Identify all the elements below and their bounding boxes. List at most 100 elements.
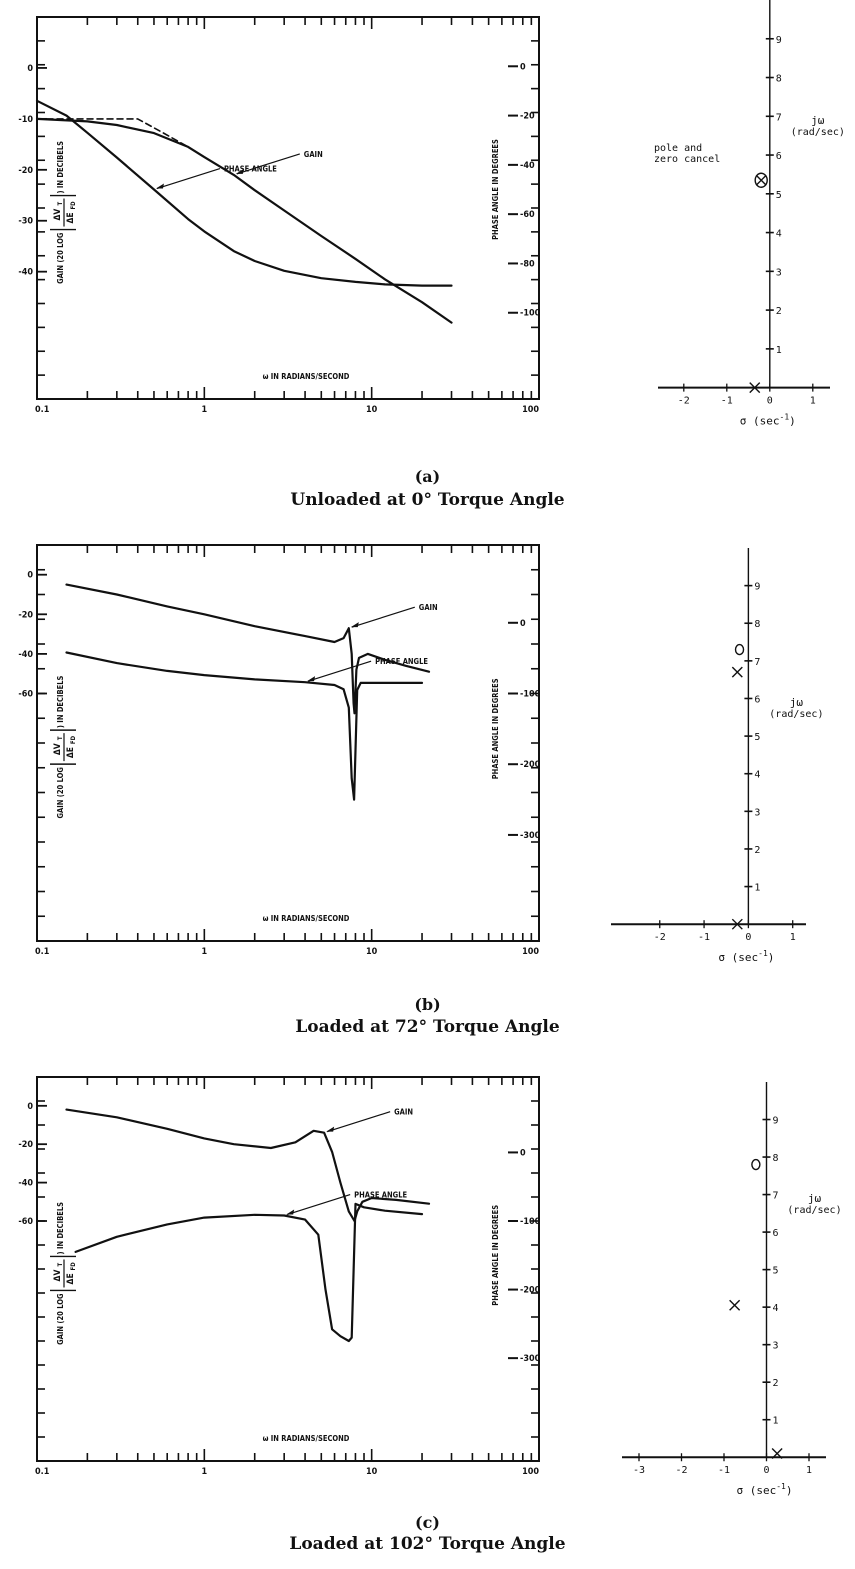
jw-tick-label: 4 bbox=[773, 1303, 779, 1314]
sigma-label-superscript: -1 bbox=[780, 413, 790, 422]
annotation-label: GAIN bbox=[304, 150, 323, 159]
x-axis-label: ω IN RADIANS/SECOND bbox=[263, 372, 350, 381]
gain-label-prefix: GAIN (20 LOG bbox=[56, 232, 65, 284]
jw-tick-label: 3 bbox=[754, 807, 760, 818]
x-tick-label: 0.1 bbox=[35, 405, 50, 415]
gain-label-denominator-sub: FD bbox=[70, 735, 77, 744]
gain-axis-label: GAIN (20 LOG ΔV T ΔE FD) IN DECIBELS bbox=[50, 675, 77, 819]
pole-marker bbox=[731, 666, 743, 678]
pole-marker bbox=[731, 918, 743, 930]
bode-plot-b: 0.1 1 10 100 0 -20 -40 -60 0 -100 -200 -300 PHASE AN… bbox=[18, 544, 541, 957]
jw-tick-label: 5 bbox=[754, 732, 760, 743]
gain-axis-label: GAIN (20 LOG ΔV T ΔE FD) IN DECIBELS bbox=[50, 1202, 77, 1345]
sigma-tick-label: 0 bbox=[763, 1465, 769, 1476]
jw-tick-label: 3 bbox=[773, 1341, 779, 1352]
annotation-leader bbox=[236, 153, 300, 175]
x-tick-label: 1 bbox=[202, 1467, 208, 1477]
jw-tick-label: 5 bbox=[776, 190, 782, 201]
sigma-tick-label: 0 bbox=[767, 396, 773, 407]
annotation-leader bbox=[286, 1193, 351, 1216]
gain-tick-label: -40 bbox=[18, 1179, 33, 1189]
gain-label-numerator-sub: T bbox=[57, 202, 64, 206]
sigma-axis-label: σ (sec-1) bbox=[740, 413, 796, 428]
gain-tick-label: -10 bbox=[18, 115, 33, 125]
zero-marker bbox=[734, 643, 745, 656]
x-tick-label: 0.1 bbox=[35, 947, 50, 957]
sigma-tick-label: 1 bbox=[806, 1465, 812, 1476]
pole-zero-note: zero cancel bbox=[654, 154, 720, 165]
bode-plot-c: 0.1 1 10 100 0 -20 -40 -60 0 -100 -200 -300 PHASE AN… bbox=[18, 1076, 541, 1477]
gain-label-denominator: ΔE bbox=[66, 1273, 76, 1284]
annotation-arrowhead bbox=[307, 676, 316, 682]
phase-tick-label: 0 bbox=[520, 619, 526, 629]
gain-tick-label: 0 bbox=[27, 571, 33, 581]
jw-axis-unit: (rad/sec) bbox=[787, 1205, 841, 1216]
gain-label-numerator: ΔV bbox=[53, 209, 63, 221]
x-tick-label: 10 bbox=[366, 405, 378, 415]
series-asymptote-line bbox=[36, 118, 206, 158]
sigma-tick-label: -1 bbox=[698, 932, 710, 943]
phase-tick-label: -60 bbox=[520, 210, 535, 220]
phase-tick-label: -200 bbox=[520, 1286, 541, 1296]
annotation-arrowhead bbox=[155, 183, 164, 189]
gain-label-prefix: GAIN (20 LOG bbox=[56, 1293, 65, 1345]
jw-axis-label: jω bbox=[811, 114, 825, 127]
jw-tick-label: 9 bbox=[776, 35, 782, 46]
annotation-label: GAIN bbox=[394, 1108, 413, 1117]
gain-tick-label: -60 bbox=[18, 1217, 33, 1227]
phase-axis-label: PHASE ANGLE IN DEGREES bbox=[491, 1205, 500, 1306]
phase-tick-label: -100 bbox=[520, 1217, 541, 1227]
phase-tick-label: -300 bbox=[520, 1354, 541, 1364]
series-phase-angle-line bbox=[74, 1202, 424, 1343]
pole-marker bbox=[771, 1447, 783, 1459]
jw-tick-label: 4 bbox=[754, 770, 760, 781]
gain-label-suffix: ) IN DECIBELS bbox=[56, 1202, 65, 1255]
phase-tick-label: -100 bbox=[520, 690, 541, 700]
gain-tick-label: -20 bbox=[18, 1140, 33, 1150]
sigma-tick-label: -3 bbox=[633, 1465, 645, 1476]
jw-tick-label: 5 bbox=[773, 1266, 779, 1277]
sigma-axis-label: σ (sec-1) bbox=[718, 949, 774, 964]
annotation-arrowhead bbox=[326, 1126, 335, 1132]
gain-tick-label: -20 bbox=[18, 166, 33, 176]
sigma-label-superscript: -1 bbox=[776, 1482, 786, 1491]
jw-tick-label: 8 bbox=[754, 619, 760, 630]
jw-tick-label: 7 bbox=[754, 657, 760, 668]
jw-tick-label: 9 bbox=[754, 582, 760, 593]
gain-tick-label: -20 bbox=[18, 610, 33, 620]
phase-tick-label: 0 bbox=[520, 62, 526, 72]
gain-label-suffix: ) IN DECIBELS bbox=[56, 675, 65, 728]
gain-label-numerator: ΔV bbox=[53, 743, 63, 755]
gain-tick-label: -60 bbox=[18, 690, 33, 700]
caption-c-letter: (c) bbox=[415, 1513, 440, 1532]
x-tick-label: 100 bbox=[522, 1467, 539, 1477]
caption-b-letter: (b) bbox=[414, 995, 441, 1014]
jw-tick-label: 9 bbox=[773, 1116, 779, 1127]
phase-tick-label: -300 bbox=[520, 831, 541, 841]
pole-marker bbox=[729, 1299, 741, 1311]
jw-tick-label: 7 bbox=[773, 1191, 779, 1202]
annotation-leader bbox=[307, 660, 372, 682]
annotation-leader bbox=[351, 606, 415, 628]
gain-label-suffix: ) IN DECIBELS bbox=[56, 141, 65, 194]
jw-tick-label: 6 bbox=[773, 1228, 779, 1239]
series-gain-line bbox=[65, 1108, 431, 1223]
gain-label-denominator-sub: FD bbox=[70, 1262, 77, 1271]
gain-label-numerator: ΔV bbox=[53, 1270, 63, 1282]
jw-tick-label: 2 bbox=[776, 306, 782, 317]
series-gain-line bbox=[35, 117, 453, 324]
phase-tick-label: 0 bbox=[520, 1148, 526, 1158]
sigma-label-text: σ (sec bbox=[736, 1484, 776, 1497]
sigma-tick-label: 1 bbox=[790, 932, 796, 943]
series-phase-angle-line bbox=[65, 651, 424, 801]
annotation-label: PHASE ANGLE bbox=[224, 165, 277, 174]
sigma-tick-label: -1 bbox=[718, 1465, 730, 1476]
annotation-leader bbox=[156, 167, 221, 190]
jw-axis-unit: (rad/sec) bbox=[769, 709, 823, 720]
x-tick-label: 0.1 bbox=[35, 1467, 50, 1477]
jw-tick-label: 8 bbox=[773, 1153, 779, 1164]
